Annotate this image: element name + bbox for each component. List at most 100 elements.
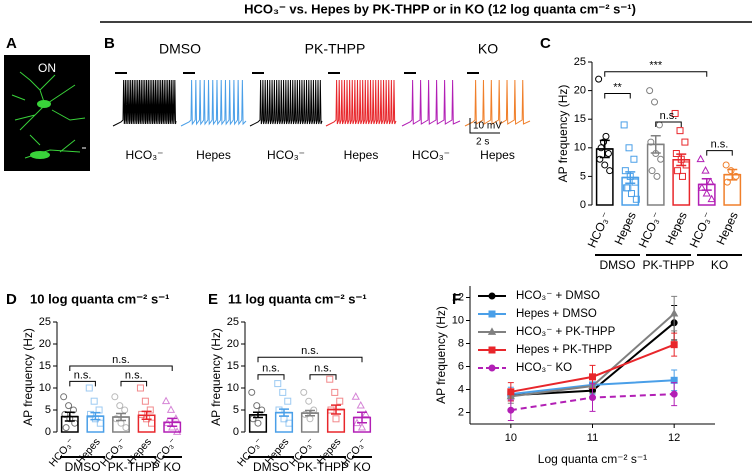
group-label: KO [478,41,498,57]
data-point [146,406,154,414]
significance-label: ** [613,81,622,93]
y-tick-label: 0 [45,426,51,438]
data-point [161,396,171,405]
data-point [507,388,515,396]
data-point [624,184,632,192]
data-point [670,390,678,398]
data-point [111,393,119,401]
x-tick-label: 10 [505,432,517,444]
data-point [69,406,77,414]
data-point [722,161,730,169]
data-point [600,138,608,146]
group-label: PK-THPP [297,460,349,474]
significance-label: n.s. [125,369,143,381]
group-label: KO [353,460,370,474]
error-bar [596,139,613,159]
error-bar [87,411,104,421]
data-point [696,154,705,163]
panel-label: D [6,291,17,308]
group-label: KO [164,460,181,474]
data-point [625,144,633,152]
image-label: ON [38,61,56,75]
significance-label: n.s. [301,345,319,357]
data-point [336,397,344,405]
figure-title: HCO₃⁻ vs. Hepes by PK-THPP or in KO (12 … [244,1,636,16]
data-point [285,419,293,427]
y-tick-label: 6 [458,360,464,372]
x-tick-label: HCO₃⁻ [636,210,665,250]
data-point [620,121,628,129]
panel-label: C [540,35,551,52]
y-tick-label: 15 [39,360,51,372]
y-tick-label: 4 [458,383,464,395]
data-point [60,393,68,401]
y-tick-label: 12 [452,291,464,303]
legend-marker [487,327,497,335]
data-point [670,341,678,349]
data-point [172,427,182,435]
y-tick-label: 20 [227,338,239,350]
bar [672,159,691,206]
error-bar [698,177,715,191]
data-point [116,402,124,410]
data-point [627,190,635,198]
group-label: DMSO [600,258,636,272]
error-bar [301,409,319,417]
data-point [678,172,686,180]
legend-marker [488,310,496,318]
data-point [85,384,93,392]
data-point [274,380,282,388]
y-tick-label: 8 [458,337,464,349]
y-axis-label: AP frequency (Hz) [209,328,223,426]
significance-label: n.s. [314,363,332,375]
significance-bracket [604,71,708,77]
data-point [254,419,262,427]
data-point [305,397,313,405]
data-point [248,388,256,396]
error-bar [622,171,639,185]
y-tick-label: 25 [227,316,239,328]
group-label: DMSO [159,41,201,57]
data-point [727,167,735,175]
significance-bracket [257,374,285,380]
data-point [621,167,629,175]
y-tick-label: 5 [45,404,51,416]
significance-label: n.s. [660,110,678,122]
data-point [601,161,609,169]
legend-label: HCO₃⁻ + DMSO [516,290,600,302]
significance-label: n.s. [711,139,729,151]
data-point [356,400,365,409]
x-tick-label: HCO₃⁻ [585,210,614,250]
data-point [707,194,716,203]
error-bar [673,153,690,167]
trace-label: Hepes [480,148,515,162]
error-bar [61,411,78,422]
y-axis-label: AP frequency (Hz) [434,306,448,404]
scale-label: 2 s [476,137,489,148]
panel-label: F [452,291,461,308]
data-point [589,394,596,402]
y-tick-label: 5 [580,170,586,182]
scale-bar [469,118,500,134]
error-bar [164,417,181,428]
voltage-trace [112,79,177,127]
data-point [674,167,682,175]
panel-label: B [104,35,115,52]
trace-label: HCO₃⁻ [412,148,450,162]
group-label: PK-THPP [642,258,694,272]
data-point [141,397,149,405]
group-label: KO [711,258,728,272]
data-point [62,424,70,432]
voltage-trace [249,79,323,127]
data-point [121,406,129,414]
y-tick-label: 5 [233,404,239,416]
error-bar [327,404,345,415]
error-bar [647,135,664,154]
y-tick-label: 20 [39,338,51,350]
data-point [258,406,266,414]
y-axis-label: AP frequency (Hz) [21,328,35,426]
neuron-image [4,55,90,171]
group-label: DMSO [253,460,289,474]
legend-label: HCO₃⁻ + PK-THPP [516,326,616,338]
data-point [357,422,367,431]
